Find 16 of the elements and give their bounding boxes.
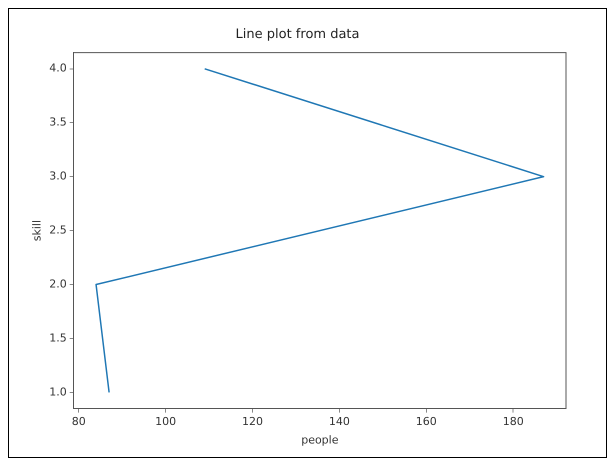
x-tick-label: 160 bbox=[416, 415, 437, 428]
x-tick-label: 80 bbox=[72, 415, 86, 428]
y-tick-label: 1.0 bbox=[49, 385, 67, 398]
y-tick-label: 4.0 bbox=[49, 62, 67, 75]
chart-title: Line plot from data bbox=[236, 27, 360, 42]
x-axis-title: people bbox=[301, 433, 339, 446]
x-tick-label: 120 bbox=[242, 415, 263, 428]
y-tick-label: 2.5 bbox=[49, 223, 67, 236]
x-tick-label: 140 bbox=[328, 415, 350, 428]
y-tick-label: 3.5 bbox=[49, 116, 67, 129]
x-tick-label: 100 bbox=[155, 415, 176, 428]
y-tick-label: 2.0 bbox=[49, 277, 67, 290]
y-tick-label: 1.5 bbox=[49, 331, 67, 344]
x-tick-label: 180 bbox=[502, 415, 524, 428]
y-tick-label: 3.0 bbox=[49, 170, 67, 183]
y-axis-title: skill bbox=[30, 220, 44, 242]
